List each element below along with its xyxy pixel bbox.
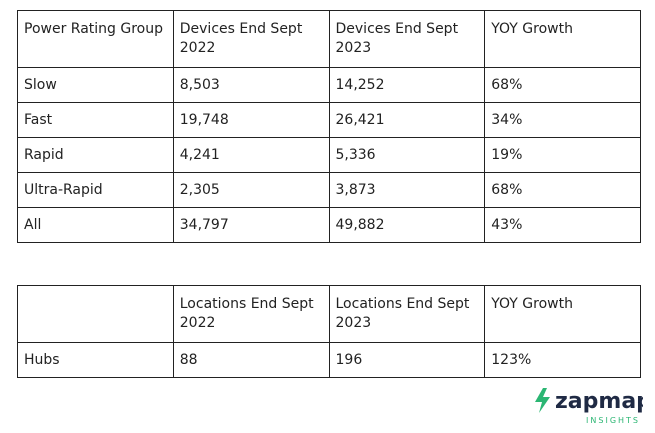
table-cell: 123% [484, 342, 641, 378]
table-cell: 68% [484, 67, 641, 103]
table-row: Hubs 88 196 123% [17, 342, 641, 378]
table-cell: 19% [484, 137, 641, 173]
header-cell [17, 285, 174, 343]
table-cell: 14,252 [328, 67, 486, 103]
table-row: Ultra-Rapid 2,305 3,873 68% [17, 172, 641, 208]
header-cell: YOY Growth [484, 285, 641, 343]
header-cell: Locations End Sept 2022 [172, 285, 330, 343]
header-cell: Devices End Sept 2022 [172, 10, 330, 68]
header-cell: Power Rating Group [17, 10, 174, 68]
table-cell: 43% [484, 207, 641, 243]
table-cell: 88 [172, 342, 330, 378]
table-cell: Slow [17, 67, 174, 103]
table-cell: 3,873 [328, 172, 486, 208]
table-cell: 196 [328, 342, 486, 378]
table-row: Slow 8,503 14,252 68% [17, 67, 641, 103]
header-cell: Devices End Sept 2023 [328, 10, 486, 68]
table-cell: 2,305 [172, 172, 330, 208]
table-row: Rapid 4,241 5,336 19% [17, 137, 641, 173]
logo: zapmap INSIGHTS [535, 388, 643, 425]
table-cell: 34,797 [172, 207, 330, 243]
locations-table: Locations End Sept 2022 Locations End Sep… [17, 285, 641, 378]
logo-icon [535, 388, 550, 413]
table-cell: Fast [17, 102, 174, 138]
table-cell: Ultra-Rapid [17, 172, 174, 208]
table-cell: 4,241 [172, 137, 330, 173]
header-cell: YOY Growth [484, 10, 641, 68]
header-cell: Locations End Sept 2023 [328, 285, 486, 343]
devices-table: Power Rating Group Devices End Sept 2022 D… [17, 10, 641, 243]
logo-tagline: INSIGHTS [586, 416, 640, 425]
table-cell: Rapid [17, 137, 174, 173]
header-row: Power Rating Group Devices End Sept 2022 D… [17, 10, 641, 68]
logo-name: zapmap [555, 389, 643, 414]
header-row: Locations End Sept 2022 Locations End Sep… [17, 285, 641, 343]
table-cell: 8,503 [172, 67, 330, 103]
table-cell: 68% [484, 172, 641, 208]
table-cell: All [17, 207, 174, 243]
table-cell: 5,336 [328, 137, 486, 173]
table-cell: 26,421 [328, 102, 486, 138]
table-row: All 34,797 49,882 43% [17, 207, 641, 243]
table-cell: 34% [484, 102, 641, 138]
table-cell: Hubs [17, 342, 174, 378]
table-cell: 49,882 [328, 207, 486, 243]
table-row: Fast 19,748 26,421 34% [17, 102, 641, 138]
table-cell: 19,748 [172, 102, 330, 138]
